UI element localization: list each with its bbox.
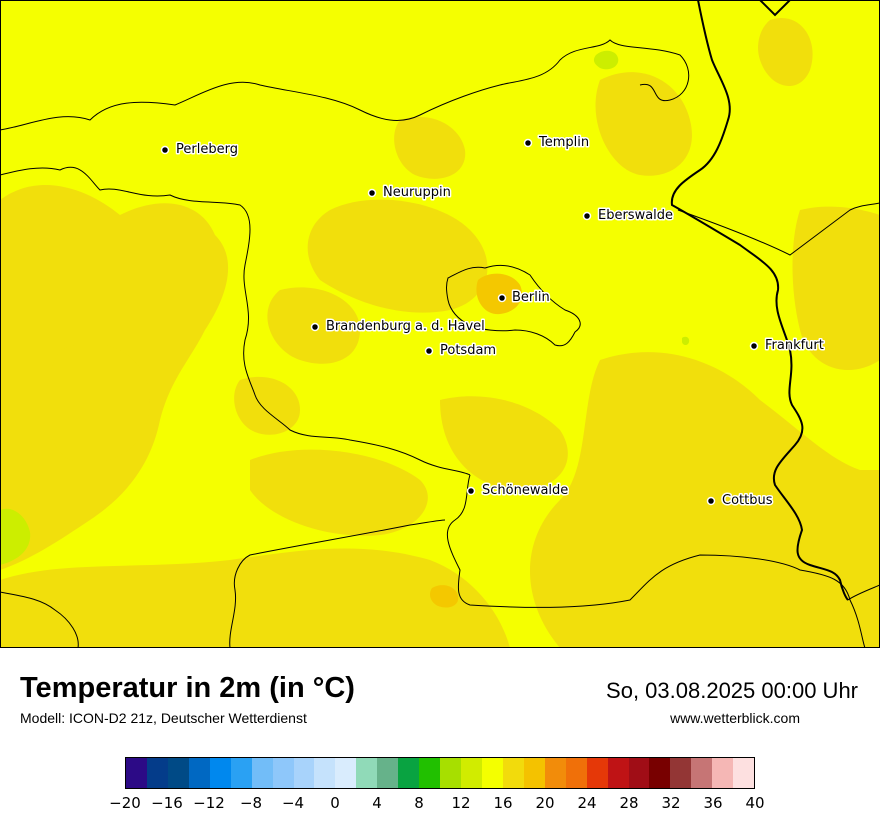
city-label: Eberswalde — [598, 208, 673, 223]
legend-color-4 — [209, 758, 231, 788]
legend-color-7 — [272, 758, 294, 788]
legend-color-12 — [377, 758, 399, 788]
city-eberswalde[interactable]: Eberswalde — [582, 207, 675, 225]
legend-color-16 — [461, 758, 482, 788]
legend-color-25 — [649, 758, 671, 788]
city-label: Schönewalde — [482, 483, 568, 498]
legend-tick: 28 — [619, 794, 639, 812]
legend-tick: 8 — [414, 794, 424, 812]
legend-tick: 0 — [330, 794, 340, 812]
legend-color-10 — [335, 758, 357, 788]
legend-color-13 — [398, 758, 420, 788]
legend-tick: 16 — [493, 794, 513, 812]
temperature-legend — [125, 757, 755, 789]
legend-tick: −12 — [193, 794, 225, 812]
city-schoenewalde[interactable]: Schönewalde — [466, 482, 570, 500]
legend-color-27 — [691, 758, 713, 788]
national-border — [670, 0, 849, 601]
legend-tick: 32 — [661, 794, 681, 812]
city-label: Templin — [538, 135, 589, 150]
state-borders — [0, 39, 880, 649]
legend-color-24 — [628, 758, 650, 788]
city-potsdam[interactable]: Potsdam — [424, 342, 498, 360]
legend-tick: −16 — [151, 794, 183, 812]
map-title: Temperatur in 2m (in °C) — [20, 672, 355, 704]
cool-zones — [0, 50, 690, 565]
secondary-border — [677, 202, 880, 256]
legend-tick: 12 — [451, 794, 471, 812]
city-label: Frankfurt — [765, 338, 824, 353]
legend-tick: 36 — [703, 794, 723, 812]
city-brandenburg[interactable]: Brandenburg a. d. Havel — [310, 318, 486, 336]
legend-color-22 — [586, 758, 608, 788]
legend-color-18 — [502, 758, 524, 788]
legend-color-28 — [712, 758, 734, 788]
legend-color-8 — [293, 758, 315, 788]
legend-color-9 — [314, 758, 336, 788]
legend-color-14 — [419, 758, 441, 788]
website-link[interactable]: www.wetterblick.com — [670, 710, 800, 726]
legend-tick: 20 — [535, 794, 555, 812]
warm-zones — [0, 18, 880, 648]
city-label: Neuruppin — [383, 185, 451, 200]
city-markers: Perleberg Templin Neuruppin Eberswalde B… — [160, 134, 825, 510]
legend-color-23 — [607, 758, 629, 788]
city-perleberg[interactable]: Perleberg — [160, 141, 239, 159]
map-footer: Temperatur in 2m (in °C) Modell: ICON-D2… — [0, 648, 880, 830]
legend-color-26 — [670, 758, 692, 788]
legend-color-1 — [146, 758, 168, 788]
legend-ticks: −20 −16 −12 −8 −4 0 4 8 12 16 20 24 28 32 36 40 — [109, 794, 764, 818]
map-canvas: Perleberg Templin Neuruppin Eberswalde B… — [0, 0, 880, 649]
legend-color-29 — [733, 758, 755, 788]
warmer-zones — [430, 273, 522, 608]
legend-tick: −20 — [109, 794, 141, 812]
legend-color-5 — [230, 758, 252, 788]
legend-color-20 — [544, 758, 566, 788]
city-berlin[interactable]: Berlin — [497, 289, 551, 307]
city-frankfurt[interactable]: Frankfurt — [749, 337, 825, 355]
legend-color-11 — [356, 758, 378, 788]
forecast-datetime: So, 03.08.2025 00:00 Uhr — [606, 678, 858, 703]
city-cottbus[interactable]: Cottbus — [706, 492, 774, 510]
legend-color-21 — [565, 758, 587, 788]
city-neuruppin[interactable]: Neuruppin — [367, 184, 452, 202]
legend-color-15 — [440, 758, 461, 788]
city-label: Perleberg — [176, 142, 238, 157]
legend-tick: −4 — [281, 794, 305, 812]
legend-color-6 — [251, 758, 273, 788]
temperature-map[interactable]: Perleberg Templin Neuruppin Eberswalde B… — [0, 0, 880, 649]
city-label: Potsdam — [440, 343, 496, 358]
legend-tick: 4 — [372, 794, 382, 812]
legend-color-2 — [167, 758, 189, 788]
legend-color-3 — [188, 758, 210, 788]
legend-color-19 — [523, 758, 545, 788]
city-templin[interactable]: Templin — [523, 134, 591, 152]
city-label: Brandenburg a. d. Havel — [326, 319, 485, 334]
city-label: Cottbus — [722, 493, 773, 508]
model-info: Modell: ICON-D2 21z, Deutscher Wetterdie… — [20, 710, 307, 726]
legend-tick: 24 — [577, 794, 597, 812]
city-label: Berlin — [512, 290, 550, 305]
legend-color-0 — [126, 758, 147, 788]
legend-tick: 40 — [745, 794, 765, 812]
legend-tick: −8 — [239, 794, 263, 812]
legend-color-17 — [481, 758, 503, 788]
